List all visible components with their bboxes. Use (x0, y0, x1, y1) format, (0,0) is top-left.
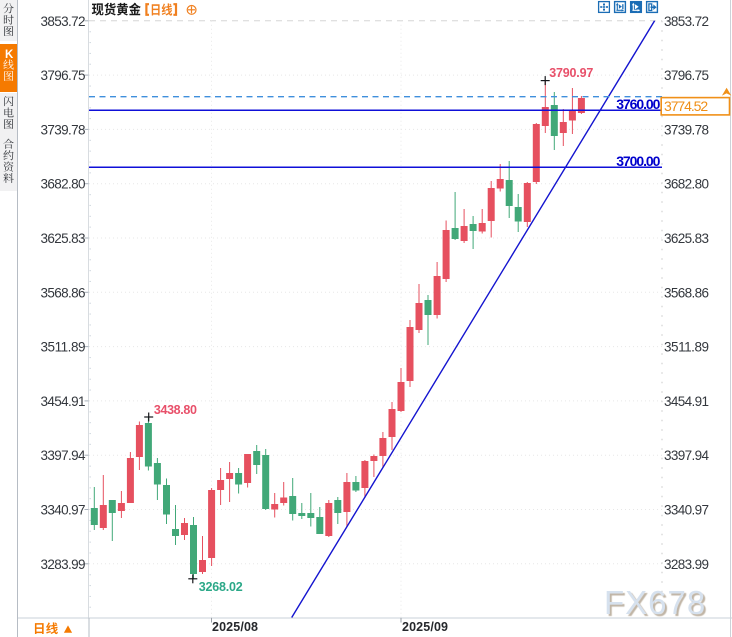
svg-text:3568.86: 3568.86 (41, 285, 86, 300)
svg-text:3438.80: 3438.80 (154, 403, 197, 417)
svg-text:3454.91: 3454.91 (664, 394, 709, 409)
svg-text:3625.83: 3625.83 (41, 231, 86, 246)
svg-text:3739.78: 3739.78 (41, 122, 86, 137)
svg-text:3739.78: 3739.78 (664, 122, 709, 137)
svg-text:3397.94: 3397.94 (41, 448, 86, 463)
svg-text:3283.99: 3283.99 (664, 557, 709, 572)
svg-text:3853.72: 3853.72 (41, 14, 86, 29)
svg-text:3700.00: 3700.00 (616, 153, 660, 169)
svg-text:3796.75: 3796.75 (664, 68, 709, 83)
svg-text:3682.80: 3682.80 (664, 177, 709, 192)
svg-text:2025/08: 2025/08 (212, 620, 258, 634)
svg-text:3774.52: 3774.52 (664, 98, 708, 114)
svg-text:3760.00: 3760.00 (616, 96, 660, 112)
svg-text:K: K (5, 49, 14, 61)
svg-text:FX678: FX678 (604, 584, 706, 621)
svg-text:3397.94: 3397.94 (664, 448, 709, 463)
svg-text:3511.89: 3511.89 (664, 340, 709, 355)
svg-text:3454.91: 3454.91 (41, 394, 86, 409)
svg-text:3790.97: 3790.97 (549, 66, 593, 80)
svg-text:3682.80: 3682.80 (41, 177, 86, 192)
svg-text:3568.86: 3568.86 (664, 285, 709, 300)
svg-text:3268.02: 3268.02 (199, 580, 243, 594)
svg-text:3511.89: 3511.89 (41, 340, 86, 355)
svg-text:3796.75: 3796.75 (41, 68, 86, 83)
svg-text:3853.72: 3853.72 (664, 14, 709, 29)
svg-text:3283.99: 3283.99 (41, 557, 86, 572)
svg-text:2025/09: 2025/09 (402, 620, 448, 634)
svg-text:3340.97: 3340.97 (664, 503, 709, 518)
svg-text:3625.83: 3625.83 (664, 231, 709, 246)
svg-text:3340.97: 3340.97 (41, 503, 86, 518)
